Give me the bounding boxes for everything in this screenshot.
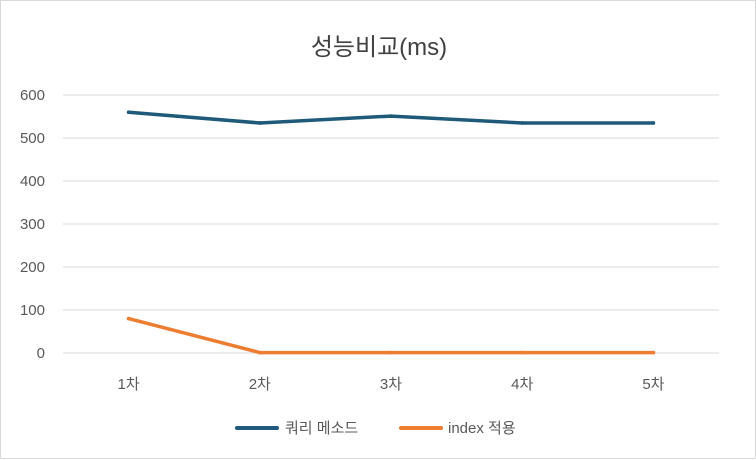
legend: 쿼리 메소드 index 적용 (235, 420, 516, 437)
data-point (651, 350, 656, 355)
data-point (389, 350, 393, 355)
y-tick-label: 600 (20, 87, 45, 104)
legend-label-1: 쿼리 메소드 (285, 420, 358, 437)
chart-title: 성능비교(ms) (311, 34, 447, 61)
data-point (258, 121, 262, 125)
y-tick-label: 0 (37, 345, 45, 362)
x-axis-ticks: 1차 2차 3차 4차 5차 (118, 376, 665, 393)
y-tick-label: 300 (20, 216, 45, 233)
data-point (520, 350, 524, 355)
data-point (258, 350, 262, 355)
series-line-2 (126, 316, 656, 355)
x-tick-label: 5차 (642, 376, 664, 393)
legend-label-2: index 적용 (448, 420, 516, 437)
data-point (126, 316, 131, 321)
y-axis-ticks: 0 100 200 300 400 500 600 (20, 87, 45, 362)
data-point (389, 114, 393, 118)
grid-lines (63, 94, 719, 354)
y-tick-label: 100 (20, 302, 45, 319)
y-tick-label: 400 (20, 173, 45, 190)
data-point (126, 110, 131, 114)
y-tick-label: 500 (20, 130, 45, 147)
y-tick-label: 200 (20, 259, 45, 276)
x-tick-label: 3차 (380, 376, 402, 393)
series-lines (126, 110, 656, 355)
data-point (651, 121, 656, 125)
x-tick-label: 4차 (511, 376, 533, 393)
x-tick-label: 1차 (118, 376, 140, 393)
x-tick-label: 2차 (249, 376, 271, 393)
data-point (520, 121, 524, 125)
